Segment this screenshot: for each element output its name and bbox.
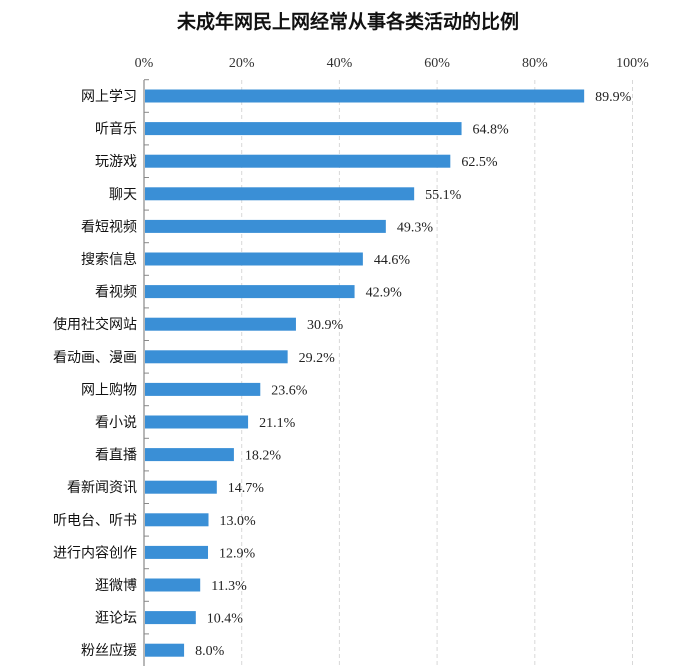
value-label: 21.1% (259, 416, 296, 431)
chart-title: 未成年网民上网经常从事各类活动的比例 (176, 10, 519, 33)
category-label: 粉丝应援 (81, 642, 137, 659)
bar (145, 480, 217, 494)
value-label: 14.7% (228, 481, 265, 496)
category-label: 玩游戏 (95, 154, 137, 170)
bar (145, 122, 462, 136)
category-label: 使用社交网站 (53, 316, 137, 333)
category-label: 搜索信息 (81, 251, 137, 268)
category-label: 逛论坛 (95, 611, 137, 627)
category-label: 网上购物 (81, 382, 137, 398)
bar (145, 317, 296, 331)
x-tick-label: 0% (135, 56, 154, 71)
value-label: 30.9% (307, 318, 344, 333)
value-label: 18.2% (245, 449, 281, 464)
category-label: 逛微博 (95, 577, 137, 594)
bar (145, 285, 355, 299)
category-label: 看短视频 (81, 219, 137, 235)
category-label: 进行内容创作 (53, 544, 137, 561)
bar (145, 448, 234, 462)
category-label: 聊天 (109, 187, 137, 203)
bar (145, 382, 261, 396)
x-tick-label: 40% (327, 56, 353, 71)
bar (145, 252, 363, 266)
bar (145, 545, 209, 559)
value-label: 44.6% (374, 253, 411, 268)
category-label: 网上学习 (81, 89, 137, 105)
category-label: 看动画、漫画 (53, 350, 137, 366)
x-tick-label: 60% (424, 56, 450, 71)
value-label: 89.9% (595, 90, 632, 105)
bar (145, 89, 585, 103)
value-label: 64.8% (473, 123, 510, 138)
value-label: 12.9% (219, 546, 256, 561)
bar (145, 219, 386, 233)
value-label: 49.3% (397, 220, 434, 235)
category-label: 听音乐 (95, 121, 137, 138)
bar (145, 513, 209, 527)
value-label: 8.0% (195, 644, 225, 659)
x-tick-label: 80% (522, 56, 548, 71)
bar (145, 578, 201, 592)
value-label: 23.6% (271, 383, 308, 398)
x-tick-label: 100% (616, 56, 649, 71)
value-label: 29.2% (299, 351, 336, 366)
bar (145, 350, 288, 364)
bar (145, 643, 185, 657)
value-label: 13.0% (220, 514, 257, 529)
value-label: 42.9% (366, 286, 403, 301)
value-label: 11.3% (211, 579, 247, 594)
category-label: 看小说 (95, 415, 137, 431)
bar (145, 187, 415, 201)
value-label: 62.5% (461, 155, 498, 170)
bar (145, 415, 249, 429)
category-label: 看视频 (95, 285, 137, 301)
bar (145, 611, 196, 625)
category-label: 听电台、听书 (53, 513, 137, 529)
bar (145, 154, 451, 168)
value-label: 55.1% (425, 188, 462, 203)
category-label: 看直播 (95, 447, 137, 464)
value-label: 10.4% (207, 612, 244, 627)
x-tick-label: 20% (229, 56, 255, 71)
category-label: 看新闻资讯 (67, 480, 137, 496)
